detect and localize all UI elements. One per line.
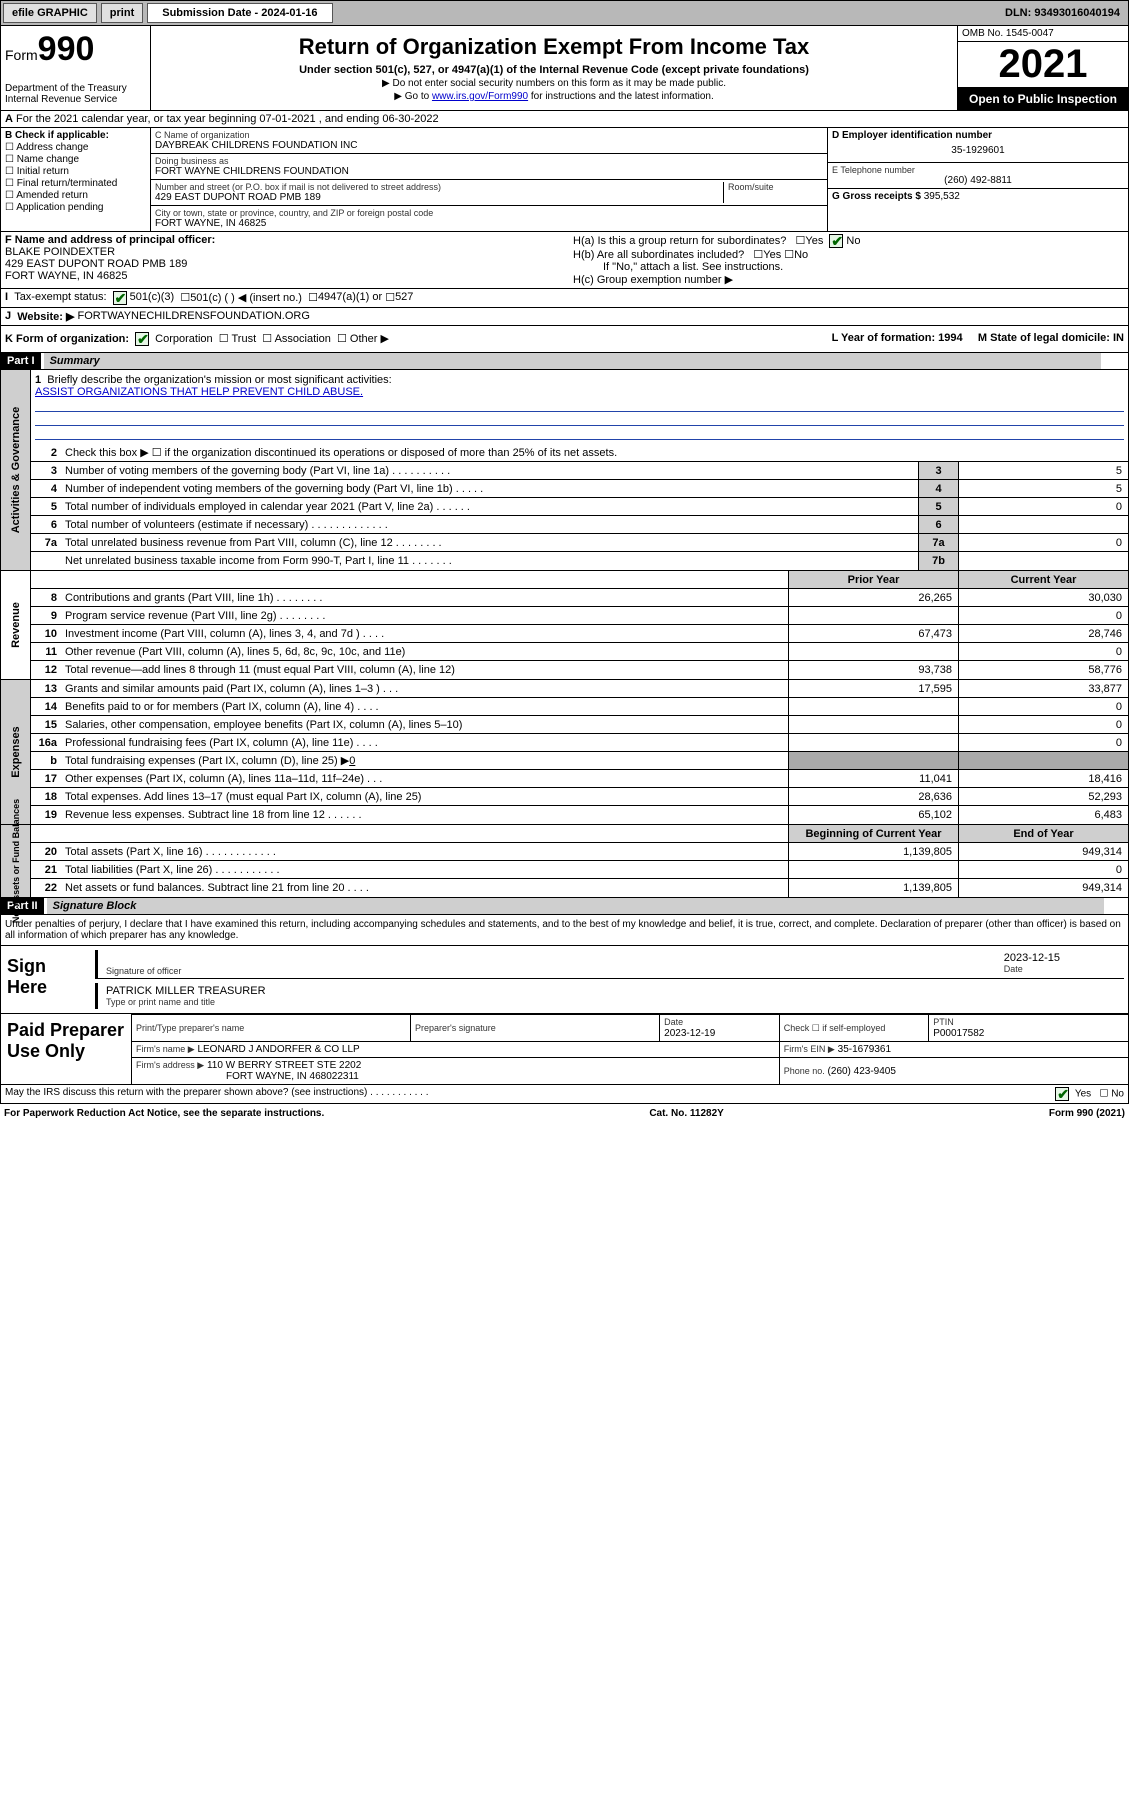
officer-addr2: FORT WAYNE, IN 46825 bbox=[5, 270, 565, 282]
department: Department of the Treasury Internal Reve… bbox=[5, 83, 146, 105]
omb-number: OMB No. 1545-0047 bbox=[958, 26, 1128, 42]
part-i-header: Part I bbox=[1, 353, 41, 369]
block-bcdeg: B Check if applicable: ☐ Address change … bbox=[0, 128, 1129, 232]
chk-initial-return[interactable]: ☐ Initial return bbox=[5, 166, 146, 177]
firm-name: LEONARD J ANDORFER & CO LLP bbox=[197, 1044, 359, 1055]
sign-block: Sign Here Signature of officer 2023-12-1… bbox=[0, 946, 1129, 1014]
irs-link[interactable]: www.irs.gov/Form990 bbox=[432, 91, 528, 102]
val-7b bbox=[958, 552, 1128, 570]
row-klm: K Form of organization: Corporation ☐ Tr… bbox=[0, 326, 1129, 353]
form-title: Return of Organization Exempt From Incom… bbox=[155, 34, 953, 60]
chk-address-change[interactable]: ☐ Address change bbox=[5, 142, 146, 153]
val-3: 5 bbox=[958, 462, 1128, 479]
telephone: (260) 492-8811 bbox=[832, 175, 1124, 186]
firm-addr: 110 W BERRY STREET STE 2202 bbox=[207, 1060, 361, 1071]
signer-name: PATRICK MILLER TREASURER bbox=[106, 985, 266, 997]
top-bar: efile GRAPHIC print Submission Date - 20… bbox=[0, 0, 1129, 26]
dln: DLN: 93493016040194 bbox=[1005, 7, 1126, 19]
prior-year-hdr: Prior Year bbox=[788, 571, 958, 588]
officer-addr1: 429 EAST DUPONT ROAD PMB 189 bbox=[5, 258, 565, 270]
tax-year: 2021 bbox=[958, 42, 1128, 88]
form-number: Form990 bbox=[5, 30, 146, 69]
submission-date: Submission Date - 2024-01-16 bbox=[147, 3, 332, 23]
street-address: 429 EAST DUPONT ROAD PMB 189 bbox=[155, 192, 723, 203]
note-ssn: ▶ Do not enter social security numbers o… bbox=[155, 78, 953, 89]
footer: For Paperwork Reduction Act Notice, see … bbox=[0, 1104, 1129, 1123]
print-button[interactable]: print bbox=[101, 3, 143, 23]
form-subtitle: Under section 501(c), 527, or 4947(a)(1)… bbox=[155, 64, 953, 76]
part-ii-title: Signature Block bbox=[47, 898, 1104, 914]
chk-discuss-yes[interactable] bbox=[1055, 1087, 1069, 1101]
val-7a: 0 bbox=[958, 534, 1128, 551]
chk-name-change[interactable]: ☐ Name change bbox=[5, 154, 146, 165]
col-b: B Check if applicable: ☐ Address change … bbox=[1, 128, 151, 231]
perjury-statement: Under penalties of perjury, I declare th… bbox=[0, 915, 1129, 946]
val-6 bbox=[958, 516, 1128, 533]
org-name: DAYBREAK CHILDRENS FOUNDATION INC bbox=[155, 140, 823, 151]
open-inspection: Open to Public Inspection bbox=[958, 88, 1128, 110]
firm-phone: (260) 423-9405 bbox=[828, 1066, 896, 1077]
row-j: J Website: ▶ FORTWAYNECHILDRENSFOUNDATIO… bbox=[0, 308, 1129, 326]
line-a: A For the 2021 calendar year, or tax yea… bbox=[0, 111, 1129, 128]
city-state-zip: FORT WAYNE, IN 46825 bbox=[155, 218, 823, 229]
efile-button[interactable]: efile GRAPHIC bbox=[3, 3, 97, 23]
row-i: I Tax-exempt status: 501(c)(3) ☐ 501(c) … bbox=[0, 289, 1129, 308]
chk-application-pending[interactable]: ☐ Application pending bbox=[5, 202, 146, 213]
ptin: P00017582 bbox=[933, 1028, 984, 1039]
form-footer: Form 990 (2021) bbox=[1049, 1108, 1125, 1119]
sign-date: 2023-12-15 bbox=[1004, 952, 1060, 964]
website: FORTWAYNECHILDRENSFOUNDATION.ORG bbox=[77, 310, 309, 323]
preparer-block: Paid Preparer Use Only Print/Type prepar… bbox=[0, 1014, 1129, 1085]
val-5: 0 bbox=[958, 498, 1128, 515]
ein: 35-1929601 bbox=[832, 141, 1124, 160]
part-i-title: Summary bbox=[44, 353, 1101, 369]
firm-ein: 35-1679361 bbox=[838, 1044, 891, 1055]
activities-governance: Activities & Governance 1 Briefly descri… bbox=[0, 370, 1129, 571]
chk-501c3[interactable] bbox=[113, 291, 127, 305]
state-domicile: M State of legal domicile: IN bbox=[978, 332, 1124, 344]
part-ii-header: Part II bbox=[1, 898, 44, 914]
gross-receipts: 395,532 bbox=[924, 191, 960, 202]
form-header: Form990 Department of the Treasury Inter… bbox=[0, 26, 1129, 111]
chk-ha-no[interactable] bbox=[829, 234, 843, 248]
note-link: ▶ Go to www.irs.gov/Form990 for instruct… bbox=[155, 91, 953, 102]
current-year-hdr: Current Year bbox=[958, 571, 1128, 588]
mission-link[interactable]: ASSIST ORGANIZATIONS THAT HELP PREVENT C… bbox=[35, 386, 363, 398]
cat-no: Cat. No. 11282Y bbox=[649, 1108, 723, 1119]
chk-final-return[interactable]: ☐ Final return/terminated bbox=[5, 178, 146, 189]
discuss-row: May the IRS discuss this return with the… bbox=[0, 1085, 1129, 1104]
officer-name: BLAKE POINDEXTER bbox=[5, 246, 565, 258]
year-formation: L Year of formation: 1994 bbox=[832, 332, 963, 344]
row-fh: F Name and address of principal officer:… bbox=[0, 232, 1129, 289]
dba-name: FORT WAYNE CHILDRENS FOUNDATION bbox=[155, 166, 823, 177]
chk-corporation[interactable] bbox=[135, 332, 149, 346]
val-4: 5 bbox=[958, 480, 1128, 497]
prep-date: 2023-12-19 bbox=[664, 1028, 715, 1039]
chk-amended-return[interactable]: ☐ Amended return bbox=[5, 190, 146, 201]
